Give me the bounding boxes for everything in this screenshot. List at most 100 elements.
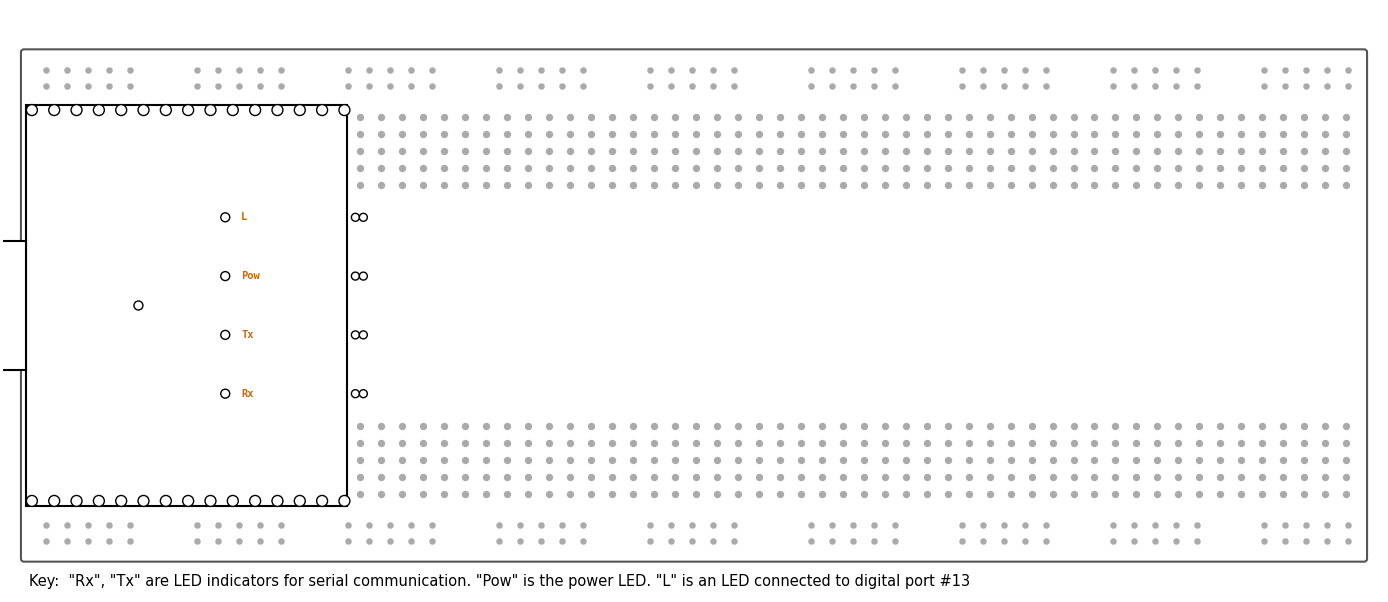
Point — [182, 421, 204, 431]
Point — [551, 520, 573, 530]
Point — [391, 489, 414, 499]
Point — [1167, 472, 1190, 482]
Point — [475, 129, 497, 138]
Point — [1123, 520, 1145, 530]
Point — [475, 455, 497, 465]
Point — [1335, 472, 1357, 482]
Point — [518, 180, 540, 190]
Point — [1020, 438, 1042, 448]
Point — [35, 146, 57, 156]
Circle shape — [161, 495, 171, 506]
Point — [1084, 163, 1106, 173]
Point — [1167, 180, 1190, 190]
Point — [663, 112, 686, 122]
Point — [994, 66, 1016, 75]
Point — [790, 180, 812, 190]
Point — [748, 129, 770, 138]
Circle shape — [294, 495, 305, 506]
Point — [1123, 81, 1145, 91]
Point — [852, 129, 874, 138]
Point — [1146, 163, 1169, 173]
Point — [1274, 520, 1296, 530]
Point — [1084, 129, 1106, 138]
Circle shape — [26, 105, 37, 116]
Point — [1062, 438, 1084, 448]
Text: Rx: Rx — [242, 389, 254, 399]
Point — [551, 536, 573, 545]
Point — [659, 81, 682, 91]
Point — [207, 81, 229, 91]
Point — [843, 520, 865, 530]
Point — [873, 129, 895, 138]
Point — [307, 455, 329, 465]
Point — [329, 421, 351, 431]
Point — [622, 455, 644, 465]
Point — [1230, 489, 1252, 499]
Circle shape — [161, 105, 171, 116]
Point — [551, 66, 573, 75]
Point — [412, 163, 434, 173]
Point — [1230, 455, 1252, 465]
Point — [454, 112, 476, 122]
Point — [509, 66, 532, 75]
Point — [307, 421, 329, 431]
Point — [916, 129, 938, 138]
Circle shape — [339, 105, 350, 116]
Point — [412, 146, 434, 156]
Point — [337, 536, 359, 545]
Point — [248, 520, 271, 530]
Circle shape — [183, 495, 194, 506]
Point — [182, 489, 204, 499]
Point — [244, 455, 266, 465]
Point — [329, 146, 351, 156]
Point — [412, 421, 434, 431]
Point — [999, 112, 1022, 122]
Point — [350, 472, 372, 482]
Point — [559, 489, 582, 499]
Point — [1335, 163, 1357, 173]
Point — [937, 455, 959, 465]
Point — [572, 536, 594, 545]
Point — [496, 438, 518, 448]
Point — [1084, 146, 1106, 156]
Point — [518, 438, 540, 448]
Point — [400, 66, 422, 75]
Point — [307, 472, 329, 482]
Point — [223, 180, 246, 190]
Point — [1035, 536, 1058, 545]
Point — [358, 66, 380, 75]
Circle shape — [93, 105, 104, 116]
Point — [727, 129, 750, 138]
Point — [1335, 129, 1357, 138]
Point — [350, 455, 372, 465]
Point — [601, 146, 623, 156]
Point — [706, 146, 729, 156]
Point — [509, 536, 532, 545]
Point — [391, 163, 414, 173]
Point — [680, 520, 702, 530]
Point — [433, 455, 455, 465]
Point — [265, 455, 287, 465]
Point — [391, 129, 414, 138]
Point — [1335, 146, 1357, 156]
Point — [1273, 489, 1295, 499]
Point — [1273, 438, 1295, 448]
Point — [895, 472, 917, 482]
Point — [843, 66, 865, 75]
Circle shape — [316, 105, 328, 116]
Point — [1165, 520, 1187, 530]
Point — [337, 81, 359, 91]
Point — [769, 129, 791, 138]
Point — [622, 421, 644, 431]
Circle shape — [351, 213, 359, 222]
Point — [999, 489, 1022, 499]
Point — [831, 112, 854, 122]
Point — [118, 129, 140, 138]
Circle shape — [93, 495, 104, 506]
Point — [706, 421, 729, 431]
Point — [580, 163, 602, 173]
Point — [1165, 536, 1187, 545]
Point — [1251, 146, 1273, 156]
Point — [97, 489, 119, 499]
Point — [475, 146, 497, 156]
